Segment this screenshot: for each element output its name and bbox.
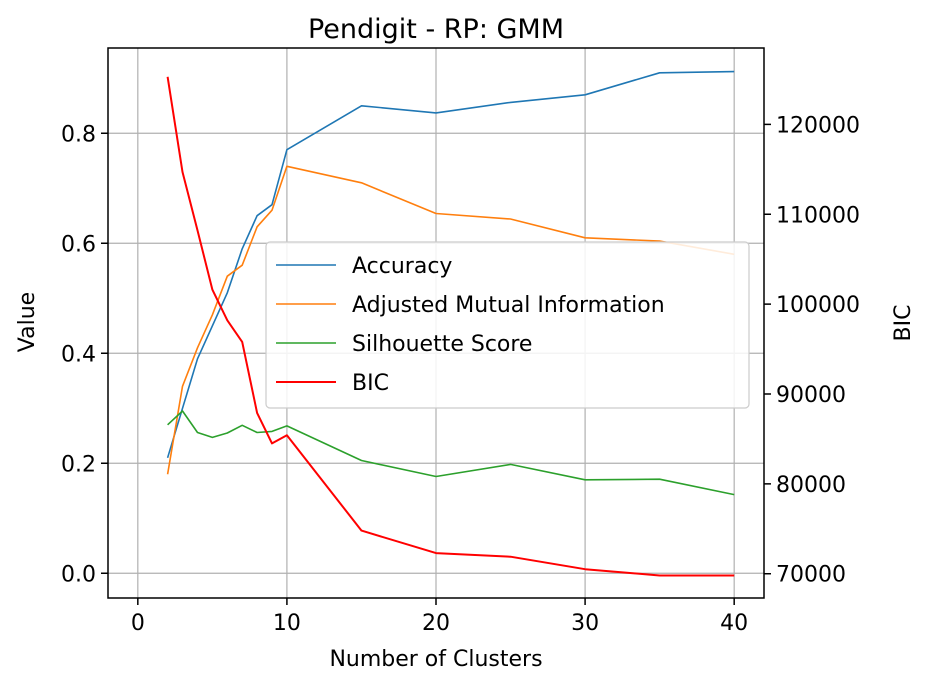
y-tick-label: 0.6 — [61, 232, 96, 257]
y-tick-label: 0.0 — [61, 562, 96, 587]
series-line-silhouette-score — [167, 410, 735, 496]
y-tick-label: 0.4 — [61, 342, 96, 367]
y2-tick-label: 90000 — [776, 383, 846, 408]
y-tick-label: 0.8 — [61, 122, 96, 147]
x-tick-label: 0 — [131, 611, 145, 636]
series-line-adjusted-mutual-information — [166, 165, 735, 475]
x-tick-label: 10 — [273, 611, 301, 636]
x-tick-label: 40 — [720, 611, 748, 636]
chart-title: Pendigit - RP: GMM — [308, 14, 564, 45]
legend-entry: Accuracy — [352, 254, 452, 279]
x-tick-label: 20 — [422, 611, 450, 636]
legend: Accuracy Adjusted Mutual Information Silho… — [265, 241, 750, 409]
series-layer — [166, 70, 735, 577]
legend-entry: BIC — [352, 371, 389, 396]
y2-tick-label: 70000 — [776, 563, 846, 588]
series-line-bic — [166, 76, 735, 577]
legend-entry: Adjusted Mutual Information — [352, 293, 665, 318]
y2-tick-label: 100000 — [776, 293, 860, 318]
y2-tick-label: 120000 — [776, 113, 860, 138]
legend-box — [265, 241, 750, 409]
y-axis-label: Value — [15, 292, 40, 352]
y2-axis-label: BIC — [891, 305, 916, 342]
y2-tick-label: 80000 — [776, 473, 846, 498]
y-tick-label: 0.2 — [61, 452, 96, 477]
axes-ticks: 0 10 20 30 40 0.0 0.2 0.4 0.6 0.8 70000 80000 90000 1… — [61, 113, 860, 636]
legend-entry: Silhouette Score — [352, 332, 532, 357]
y2-tick-label: 110000 — [776, 203, 860, 228]
x-tick-label: 30 — [571, 611, 599, 636]
series-line-accuracy — [166, 70, 735, 459]
x-axis-label: Number of Clusters — [329, 647, 542, 672]
